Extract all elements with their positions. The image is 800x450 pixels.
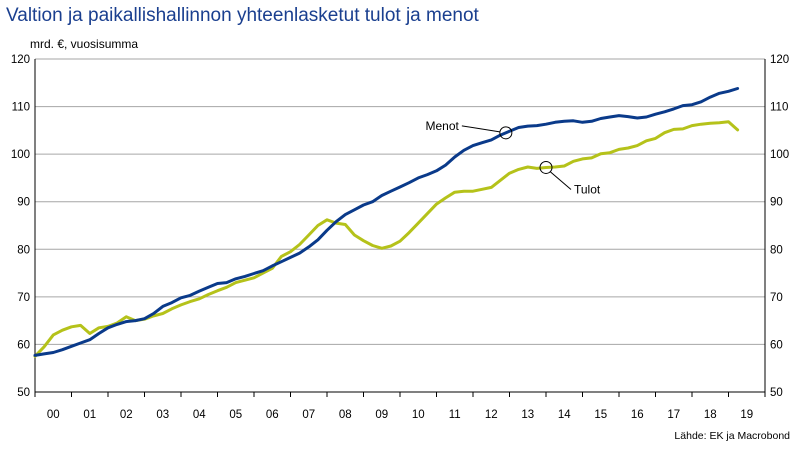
y-tick-label-right: 50 (770, 387, 783, 399)
annotation-label-menot: Menot (425, 119, 459, 133)
x-tick-label: 19 (740, 409, 753, 421)
plot-frame (34, 59, 766, 393)
x-tick-label: 18 (704, 409, 717, 421)
x-tick-label: 16 (631, 409, 644, 421)
annotation-marker (499, 126, 513, 140)
y-axis-right: 50 60 70 80 90 100 110 120 (770, 54, 789, 399)
y-unit-label: mrd. €, vuosisumma (30, 37, 139, 51)
chart-title: Valtion ja paikallishallinnon yhteenlask… (6, 5, 479, 26)
annotation-marker (539, 160, 553, 174)
x-tick-label: 17 (667, 409, 680, 421)
x-tick-label: 10 (412, 409, 425, 421)
y-axis-left: 50 60 70 80 90 100 110 120 (11, 54, 30, 399)
x-tick-label: 05 (229, 409, 242, 421)
y-tick-label-right: 90 (770, 197, 783, 209)
y-tick-label-right: 80 (770, 244, 783, 256)
x-tick-label: 13 (521, 409, 534, 421)
y-tick-label-left: 70 (17, 292, 30, 304)
y-tick-label-left: 60 (17, 339, 30, 351)
x-tick-label: 07 (302, 409, 315, 421)
x-tick-label: 00 (47, 409, 60, 421)
annotation-leader (549, 171, 572, 190)
y-tick-label-left: 80 (17, 244, 30, 256)
annotations: Menot Tulot (425, 119, 600, 197)
series-lines (33, 87, 740, 358)
x-tick-label: 09 (375, 409, 388, 421)
y-tick-label-right: 100 (770, 149, 789, 161)
x-tick-label: 11 (449, 409, 461, 421)
y-tick-label-right: 110 (770, 102, 788, 114)
x-tick-label: 15 (594, 409, 607, 421)
y-tick-label-left: 120 (11, 54, 30, 66)
source-note: Lähde: EK ja Macrobond (674, 430, 790, 442)
y-tick-label-right: 120 (770, 54, 789, 66)
x-tick-label: 02 (120, 409, 133, 421)
x-tick-label: 03 (156, 409, 169, 421)
y-tick-label-left: 110 (12, 102, 30, 114)
x-axis: 00 01 02 03 04 05 06 07 08 09 10 11 12 13 14 15 16 17 18 19 (34, 392, 766, 421)
y-tick-label-left: 90 (17, 197, 30, 209)
y-tick-label-left: 50 (17, 387, 30, 399)
x-tick-label: 01 (83, 409, 96, 421)
series-line-menot (33, 87, 740, 357)
grid-lines (35, 58, 765, 345)
x-tick-label: 14 (558, 409, 571, 421)
x-tick-label: 04 (193, 409, 206, 421)
y-tick-label-right: 60 (770, 339, 783, 351)
x-tick-label: 08 (339, 409, 352, 421)
x-tick-label: 06 (266, 409, 279, 421)
y-tick-label-left: 100 (11, 149, 30, 161)
annotation-label-tulot: Tulot (574, 182, 601, 196)
annotation-leader (461, 125, 500, 133)
y-tick-label-right: 70 (770, 292, 783, 304)
series-line-tulot (33, 120, 740, 358)
x-tick-label: 12 (485, 409, 498, 421)
